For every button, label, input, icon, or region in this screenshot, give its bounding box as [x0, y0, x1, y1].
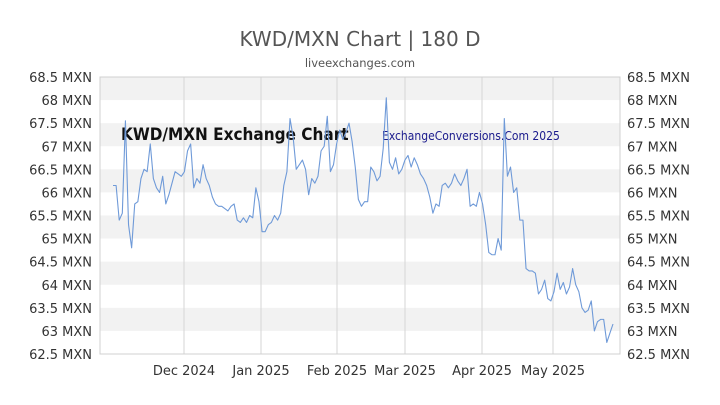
grid-band [100, 77, 620, 101]
y-tick-label-right: 65.5 MXN [627, 210, 690, 225]
y-tick-label-left: 65 MXN [41, 233, 92, 248]
x-tick-label: Dec 2024 [153, 364, 215, 379]
grid-band [100, 169, 620, 193]
y-tick-label-left: 67 MXN [41, 140, 92, 155]
y-tick-label-right: 65 MXN [627, 233, 678, 248]
watermark-right: ExchangeConversions.Com 2025 [382, 129, 560, 143]
grid-band [100, 261, 620, 285]
y-tick-label-right: 63.5 MXN [627, 302, 690, 317]
chart-subtitle: liveexchanges.com [305, 56, 415, 70]
y-tick-label-right: 66 MXN [627, 186, 678, 201]
y-tick-label-left: 64 MXN [41, 279, 92, 294]
x-axis: Dec 2024 Jan 2025 Feb 2025 Mar 2025 Apr 2025… [153, 364, 585, 379]
grid-band [100, 215, 620, 239]
y-tick-label-left: 62.5 MXN [29, 348, 92, 363]
grid-band [100, 307, 620, 331]
y-tick-label-right: 62.5 MXN [627, 348, 690, 363]
plot-area-frame [99, 76, 621, 355]
y-tick-label-right: 64.5 MXN [627, 256, 690, 271]
x-tick-label: May 2025 [521, 364, 585, 379]
y-tick-label-left: 66.5 MXN [29, 163, 92, 178]
x-tick-label: Jan 2025 [231, 364, 289, 379]
y-tick-label-right: 67 MXN [627, 140, 678, 155]
grid-bands [100, 77, 620, 331]
y-tick-label-left: 64.5 MXN [29, 256, 92, 271]
y-tick-label-left: 68.5 MXN [29, 71, 92, 86]
watermark-left: KWD/MXN Exchange Chart [121, 125, 349, 145]
y-tick-label-left: 63.5 MXN [29, 302, 92, 317]
x-tick-label: Apr 2025 [452, 364, 512, 379]
y-tick-label-left: 65.5 MXN [29, 210, 92, 225]
y-tick-label-left: 66 MXN [41, 186, 92, 201]
x-tick-label: Mar 2025 [374, 364, 436, 379]
y-tick-label-left: 68 MXN [41, 94, 92, 109]
y-tick-label-left: 63 MXN [41, 325, 92, 340]
y-tick-label-right: 66.5 MXN [627, 163, 690, 178]
y-tick-label-right: 67.5 MXN [627, 117, 690, 132]
y-axis-left: 68.5 MXN 68 MXN 67.5 MXN 67 MXN 66.5 MXN 66 M… [29, 71, 92, 363]
y-tick-label-right: 64 MXN [627, 279, 678, 294]
y-tick-label-right: 63 MXN [627, 325, 678, 340]
y-axis-right: 68.5 MXN 68 MXN 67.5 MXN 67 MXN 66.5 MXN 66 M… [627, 71, 690, 363]
y-tick-label-right: 68.5 MXN [627, 71, 690, 86]
chart-title: KWD/MXN Chart | 180 D [240, 27, 481, 51]
y-tick-label-left: 67.5 MXN [29, 117, 92, 132]
x-tick-label: Feb 2025 [307, 364, 367, 379]
grid-band [100, 123, 620, 147]
y-tick-label-right: 68 MXN [627, 94, 678, 109]
x-gridlines [183, 77, 554, 354]
series-line [113, 97, 614, 344]
